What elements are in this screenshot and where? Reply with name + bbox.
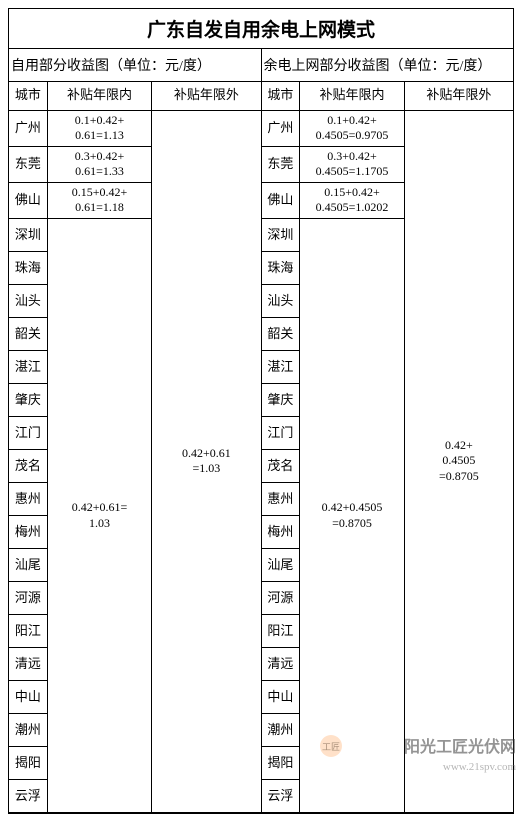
- table-outer: 广东自发自用余电上网模式 自用部分收益图（单位：元/度） 城市 补贴年限内 补贴…: [8, 8, 514, 814]
- city-cell: 汕头: [262, 285, 300, 318]
- right-table: 城市 补贴年限内 补贴年限外 广州 0.1+0.42+0.4505=0.9705…: [262, 82, 514, 813]
- city-cell: 惠州: [262, 483, 300, 516]
- col-header: 补贴年限内: [300, 82, 405, 110]
- value-cell: 0.15+0.42+0.61=1.18: [47, 182, 152, 218]
- city-cell: 广州: [262, 110, 300, 146]
- col-header: 城市: [9, 82, 47, 110]
- right-half: 余电上网部分收益图（单位：元/度） 城市 补贴年限内 补贴年限外 广州 0.1+…: [261, 49, 514, 813]
- city-cell: 中山: [9, 681, 47, 714]
- city-cell: 茂名: [262, 450, 300, 483]
- city-cell: 阳江: [262, 615, 300, 648]
- city-cell: 梅州: [262, 516, 300, 549]
- city-cell: 佛山: [262, 182, 300, 218]
- city-cell: 惠州: [9, 483, 47, 516]
- value-cell: 0.1+0.42+0.4505=0.9705: [300, 110, 405, 146]
- city-cell: 揭阳: [262, 747, 300, 780]
- col-header: 补贴年限外: [152, 82, 261, 110]
- city-cell: 阳江: [9, 615, 47, 648]
- inside-merged: 0.42+0.61=1.03: [47, 219, 152, 813]
- value-cell: 0.15+0.42+0.4505=1.0202: [300, 182, 405, 218]
- city-cell: 揭阳: [9, 747, 47, 780]
- city-cell: 珠海: [262, 252, 300, 285]
- city-cell: 东莞: [262, 146, 300, 182]
- city-cell: 韶关: [9, 318, 47, 351]
- col-header: 补贴年限外: [404, 82, 513, 110]
- city-cell: 茂名: [9, 450, 47, 483]
- city-cell: 韶关: [262, 318, 300, 351]
- city-cell: 肇庆: [9, 384, 47, 417]
- city-cell: 深圳: [9, 219, 47, 252]
- city-cell: 河源: [9, 582, 47, 615]
- city-cell: 湛江: [262, 351, 300, 384]
- inside-merged: 0.42+0.4505=0.8705: [300, 219, 405, 813]
- value-cell: 0.1+0.42+0.61=1.13: [47, 110, 152, 146]
- city-cell: 东莞: [9, 146, 47, 182]
- city-cell: 肇庆: [262, 384, 300, 417]
- city-cell: 佛山: [9, 182, 47, 218]
- halves-wrap: 自用部分收益图（单位：元/度） 城市 补贴年限内 补贴年限外 广州 0.1+0.…: [9, 49, 513, 813]
- city-cell: 潮州: [9, 714, 47, 747]
- city-cell: 清远: [9, 648, 47, 681]
- city-cell: 梅州: [9, 516, 47, 549]
- main-title: 广东自发自用余电上网模式: [9, 9, 513, 49]
- city-cell: 汕尾: [262, 549, 300, 582]
- city-cell: 广州: [9, 110, 47, 146]
- left-half: 自用部分收益图（单位：元/度） 城市 补贴年限内 补贴年限外 广州 0.1+0.…: [9, 49, 261, 813]
- right-subheader: 余电上网部分收益图（单位：元/度）: [262, 49, 514, 82]
- city-cell: 珠海: [9, 252, 47, 285]
- city-cell: 深圳: [262, 219, 300, 252]
- city-cell: 江门: [9, 417, 47, 450]
- city-cell: 中山: [262, 681, 300, 714]
- city-cell: 清远: [262, 648, 300, 681]
- city-cell: 江门: [262, 417, 300, 450]
- city-cell: 汕尾: [9, 549, 47, 582]
- value-cell: 0.3+0.42+0.61=1.33: [47, 146, 152, 182]
- city-cell: 潮州: [262, 714, 300, 747]
- city-cell: 汕头: [9, 285, 47, 318]
- col-header: 补贴年限内: [47, 82, 152, 110]
- outside-merged: 0.42+0.61=1.03: [152, 110, 261, 813]
- city-cell: 河源: [262, 582, 300, 615]
- outside-merged: 0.42+0.4505=0.8705: [404, 110, 513, 813]
- left-table: 城市 补贴年限内 补贴年限外 广州 0.1+0.42+0.61=1.13 0.4…: [9, 82, 261, 813]
- value-cell: 0.3+0.42+0.4505=1.1705: [300, 146, 405, 182]
- left-subheader: 自用部分收益图（单位：元/度）: [9, 49, 261, 82]
- col-header: 城市: [262, 82, 300, 110]
- city-cell: 湛江: [9, 351, 47, 384]
